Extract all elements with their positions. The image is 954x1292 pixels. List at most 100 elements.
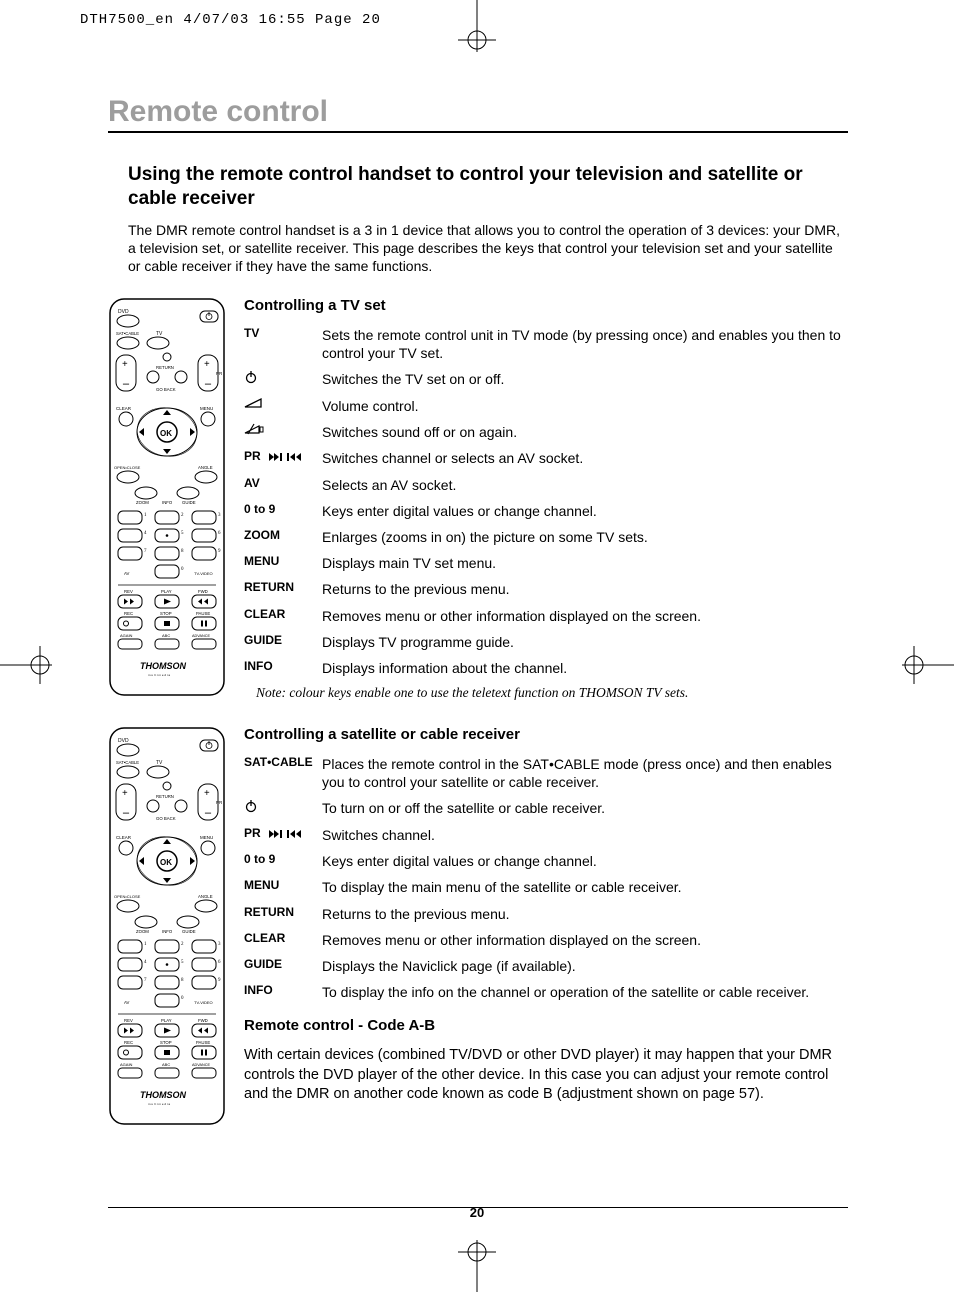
sat-section: DVD SAT•CABLE TV + – + – PR RETURN GO (108, 726, 848, 1131)
desc: Switches sound off or on again. (322, 423, 848, 441)
power-icon (244, 799, 258, 813)
key-menu: MENU (244, 878, 322, 896)
svg-text:GO BACK: GO BACK (156, 387, 176, 392)
intro-paragraph: The DMR remote control handset is a 3 in… (128, 221, 848, 276)
key-clear: CLEAR (244, 607, 322, 625)
key-clear: CLEAR (244, 931, 322, 949)
svg-text:SAT•CABLE: SAT•CABLE (116, 760, 139, 765)
svg-text:+: + (204, 359, 210, 370)
svg-text:PAUSE: PAUSE (196, 611, 210, 616)
key-power (244, 370, 322, 389)
svg-text:GUIDE: GUIDE (182, 500, 196, 505)
svg-text:ANGLE: ANGLE (198, 894, 213, 899)
svg-text:AV: AV (124, 571, 130, 576)
svg-text:m u l t i m e d i a: m u l t i m e d i a (148, 1102, 170, 1106)
svg-text:INFO: INFO (162, 929, 173, 934)
desc: Selects an AV socket. (322, 476, 848, 494)
svg-text:DVD: DVD (118, 738, 129, 744)
desc: Returns to the previous menu. (322, 580, 848, 598)
power-icon (244, 370, 258, 384)
svg-text:STOP: STOP (160, 1040, 172, 1045)
remote-control-icon: DVD SAT•CABLE TV + – + – PR RETURN (108, 297, 226, 697)
svg-text:OK: OK (160, 858, 172, 867)
sat-heading: Controlling a satellite or cable receive… (244, 726, 848, 743)
key-av: AV (244, 476, 322, 494)
desc: Displays TV programme guide. (322, 633, 848, 651)
skip-back-icon (286, 452, 302, 462)
svg-text:MENU: MENU (200, 835, 213, 840)
svg-text:ABC: ABC (162, 633, 170, 638)
key-satcable: SAT•CABLE (244, 755, 322, 791)
desc: Sets the remote control unit in TV mode … (322, 326, 848, 362)
key-info: INFO (244, 983, 322, 1001)
key-return: RETURN (244, 580, 322, 598)
key-menu: MENU (244, 554, 322, 572)
svg-text:PLAY: PLAY (161, 589, 172, 594)
svg-text:REC: REC (124, 1040, 133, 1045)
svg-text:–: – (204, 805, 212, 819)
svg-text:AGAIN: AGAIN (120, 1062, 133, 1067)
svg-text:THOMSON: THOMSON (140, 661, 186, 671)
svg-text:DVD: DVD (118, 309, 129, 315)
key-pr-skip: PR (244, 449, 322, 467)
desc: Switches channel or selects an AV socket… (322, 449, 848, 467)
svg-text:RETURN: RETURN (156, 794, 174, 799)
skip-back-icon (286, 829, 302, 839)
key-0to9: 0 to 9 (244, 852, 322, 870)
svg-text:ABC: ABC (162, 1062, 170, 1067)
desc: Displays information about the channel. (322, 659, 848, 677)
svg-text:ADVANCE: ADVANCE (192, 1063, 211, 1067)
desc: To display the main menu of the satellit… (322, 878, 848, 896)
key-guide: GUIDE (244, 957, 322, 975)
key-zoom: ZOOM (244, 528, 322, 546)
desc: To display the info on the channel or op… (322, 983, 848, 1001)
svg-text:+: + (122, 359, 128, 370)
key-guide: GUIDE (244, 633, 322, 651)
svg-text:PLAY: PLAY (161, 1018, 172, 1023)
svg-text:OPEN•CLOSE: OPEN•CLOSE (114, 465, 141, 470)
svg-text:AV: AV (124, 1000, 130, 1005)
svg-text:FWD: FWD (198, 1018, 208, 1023)
svg-text:INFO: INFO (162, 500, 173, 505)
key-info: INFO (244, 659, 322, 677)
key-volume (244, 397, 322, 415)
key-return: RETURN (244, 905, 322, 923)
svg-text:MENU: MENU (200, 406, 213, 411)
svg-text:ADVANCE: ADVANCE (192, 634, 211, 638)
registration-mark-bottom-icon (452, 1240, 502, 1292)
skip-forward-icon (268, 829, 284, 839)
svg-text:GUIDE: GUIDE (182, 929, 196, 934)
svg-text:STOP: STOP (160, 611, 172, 616)
skip-forward-icon (268, 452, 284, 462)
mute-icon (244, 423, 266, 435)
desc: Switches the TV set on or off. (322, 370, 848, 389)
chapter-title: Remote control (108, 95, 848, 133)
page-content: Remote control Using the remote control … (108, 95, 848, 1155)
svg-text:OK: OK (160, 429, 172, 438)
desc: Removes menu or other information displa… (322, 607, 848, 625)
svg-text:PAUSE: PAUSE (196, 1040, 210, 1045)
remote-illustration-tv: DVD SAT•CABLE TV + – + – PR RETURN (108, 297, 226, 702)
desc: Switches channel. (322, 826, 848, 844)
page-number: 20 (470, 1205, 484, 1220)
svg-text:TV-VIDEO: TV-VIDEO (194, 571, 213, 576)
svg-text:PR: PR (216, 371, 223, 376)
svg-text:TV: TV (156, 331, 163, 337)
desc: Returns to the previous menu. (322, 905, 848, 923)
svg-text:TV: TV (156, 760, 163, 766)
teletext-note: Note: colour keys enable one to use the … (256, 685, 848, 701)
desc: Enlarges (zooms in on) the picture on so… (322, 528, 848, 546)
svg-text:OPEN•CLOSE: OPEN•CLOSE (114, 894, 141, 899)
svg-text:TV-VIDEO: TV-VIDEO (194, 1000, 213, 1005)
svg-text:+: + (204, 788, 210, 799)
svg-text:CLEAR: CLEAR (116, 835, 132, 840)
desc: Keys enter digital values or change chan… (322, 852, 848, 870)
svg-text:RETURN: RETURN (156, 365, 174, 370)
svg-text:–: – (204, 376, 212, 390)
remote-control-icon: DVD SAT•CABLE TV + – + – PR RETURN GO (108, 726, 226, 1126)
key-power (244, 799, 322, 818)
codeab-heading: Remote control - Code A-B (244, 1017, 848, 1034)
volume-icon (244, 397, 264, 409)
desc: Keys enter digital values or change chan… (322, 502, 848, 520)
svg-text:REV: REV (124, 589, 133, 594)
